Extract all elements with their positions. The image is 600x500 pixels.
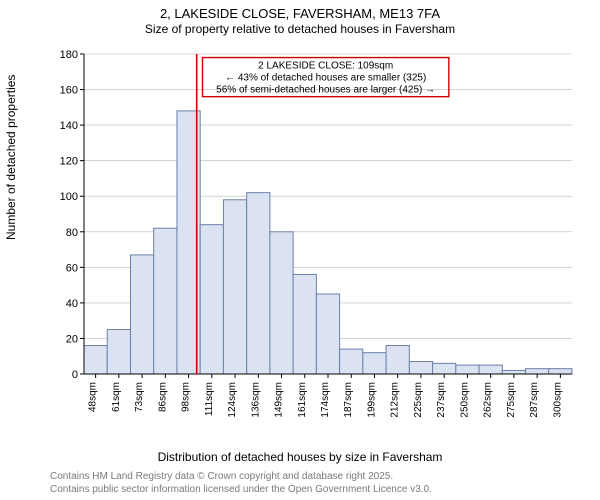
xtick-label: 262sqm [483,382,494,418]
histogram-bar [386,346,409,374]
histogram-bar [433,363,456,374]
xtick-label: 199sqm [366,382,377,418]
xtick-label: 187sqm [343,382,354,418]
histogram-bar [293,274,316,374]
x-axis-label: Distribution of detached houses by size … [0,450,600,464]
ytick-label: 0 [72,369,78,381]
histogram-bar [502,370,525,374]
histogram-bar [409,362,432,374]
ytick-label: 40 [66,298,78,310]
histogram-bar [479,365,502,374]
xtick-label: 225sqm [413,382,424,418]
histogram-bar [456,365,479,374]
histogram-svg: 0 20 40 60 80 100 120 140 160 180 48sqm 61sqm 73sqm 8… [50,48,580,428]
xtick-label: 98sqm [181,382,192,412]
xtick-label: 174sqm [320,382,331,418]
annotation-text: 56% of semi-detached houses are larger (… [216,85,435,96]
histogram-bar [200,225,223,374]
chart-title-line2: Size of property relative to detached ho… [0,22,600,36]
xtick-label: 300sqm [552,382,563,418]
xtick-label: 73sqm [134,382,145,412]
ytick-label: 140 [60,120,78,132]
xtick-label: 149sqm [274,382,285,418]
xtick-label: 237sqm [436,382,447,418]
attribution-footer: Contains HM Land Registry data © Crown c… [50,471,432,496]
xtick-label: 161sqm [297,382,308,418]
histogram-bar [340,349,363,374]
xtick-label: 275sqm [506,382,517,418]
y-axis-label: Number of detached properties [4,75,18,240]
histogram-bar [130,255,153,374]
histogram-bar [549,369,572,374]
ytick-label: 20 [66,333,78,345]
ytick-label: 60 [66,262,78,274]
annotation-text: 2 LAKESIDE CLOSE: 109sqm [258,61,393,72]
xtick-label: 48sqm [88,382,99,412]
xtick-label: 250sqm [459,382,470,418]
histogram-bar [526,369,549,374]
histogram-bar [316,294,339,374]
histogram-bar [270,232,293,374]
histogram-bar [107,330,130,374]
chart-title-block: 2, LAKESIDE CLOSE, FAVERSHAM, ME13 7FA S… [0,0,600,36]
histogram-bar [154,228,177,374]
chart-area: 0 20 40 60 80 100 120 140 160 180 48sqm 61sqm 73sqm 8… [50,48,580,428]
histogram-bar [223,200,246,374]
xtick-label: 61sqm [111,382,122,412]
annotation-text: ← 43% of detached houses are smaller (32… [225,73,426,84]
histogram-bar [84,346,107,374]
histogram-bar [363,353,386,374]
ytick-label: 180 [60,49,78,61]
chart-title-line1: 2, LAKESIDE CLOSE, FAVERSHAM, ME13 7FA [0,6,600,21]
xtick-label: 86sqm [157,382,168,412]
xtick-label: 124sqm [227,382,238,418]
footer-line1: Contains HM Land Registry data © Crown c… [50,471,432,484]
xtick-label: 212sqm [390,382,401,418]
histogram-bar [247,193,270,374]
footer-line2: Contains public sector information licen… [50,484,432,497]
ytick-label: 80 [66,227,78,239]
xtick-label: 136sqm [250,382,261,418]
xtick-label: 111sqm [204,382,215,416]
xtick-label: 287sqm [529,382,540,418]
ytick-label: 100 [60,191,78,203]
ytick-label: 120 [60,156,78,168]
ytick-label: 160 [60,85,78,97]
